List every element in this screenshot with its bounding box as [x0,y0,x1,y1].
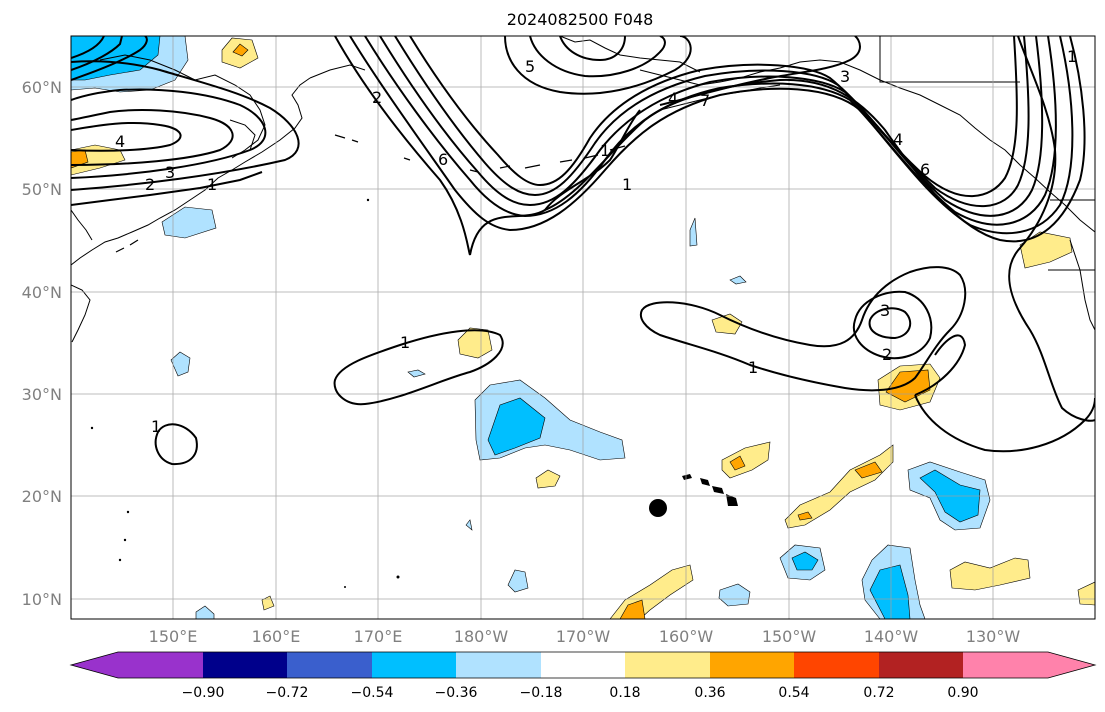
colorbar-extend-low [71,652,118,678]
contour-label: 1 [400,333,410,352]
contour-label: 1 [748,358,758,377]
contour-label: 1 [600,141,610,160]
islands [90,198,738,588]
colorbar-segment [710,652,794,678]
colorbar-tick-label: −0.36 [435,685,478,701]
colorbar-segment [372,652,456,678]
lat-tick-label: 60°N [22,78,62,97]
colorbar-segment [541,652,625,678]
contour-label: 3 [840,67,850,86]
contour-label: 3 [880,301,890,320]
colorbar-segment [625,652,710,678]
colorbar-segment [794,652,879,678]
lon-tick-label: 180°W [454,627,509,646]
contour-label: 4 [115,132,125,151]
lon-tick-label: 150°E [149,627,198,646]
lat-tick-label: 40°N [22,283,62,302]
colorbar-segment [203,652,287,678]
colorbar-segment [456,652,541,678]
contour-label: 2 [882,345,892,364]
contour-label: 6 [438,150,448,169]
colorbar-tick-label: 0.36 [694,685,725,701]
lon-tick-label: 160°W [659,627,714,646]
contour-label: 6 [920,160,930,179]
map-area: 4 3 2 1 6 5 4 1 3 2 1 6 4 1 1 3 2 1 1 7 [71,36,1095,619]
lat-tick-labels: 60°N 50°N 40°N 30°N 20°N 10°N [22,78,62,609]
colorbar-tick-label: −0.18 [520,685,563,701]
colorbar-tick-label: −0.72 [266,685,309,701]
shading-layer [71,36,1095,619]
colorbar-segment [118,652,203,678]
contour-label: 7 [700,91,710,110]
contour-label: 1 [151,417,161,436]
lat-tick-label: 10°N [22,590,62,609]
colorbar-tick-label: −0.90 [182,685,225,701]
contour-label: 1 [1067,47,1077,66]
map-title: 2024082500 F048 [506,10,654,29]
colorbar-tick-label: 0.18 [609,685,640,701]
lat-tick-label: 30°N [22,385,62,404]
contour-label: 2 [145,175,155,194]
contour-label: 1 [207,175,217,194]
lon-tick-label: 140°W [864,627,919,646]
lat-tick-label: 20°N [22,487,62,506]
colorbar-tick-label: 0.90 [947,685,978,701]
lon-tick-label: 130°W [966,627,1021,646]
colorbar-tick-label: −0.54 [351,685,394,701]
graticule [71,36,1095,619]
colorbar-segment [287,652,372,678]
lon-tick-labels: 150°E 160°E 170°E 180°W 170°W 160°W 150°… [149,627,1021,646]
lon-tick-label: 160°E [252,627,301,646]
coastlines [71,36,1095,343]
lon-tick-label: 150°W [762,627,817,646]
contour-label: 3 [165,163,175,182]
contour-label: 2 [372,88,382,107]
storm-center-dot [649,499,667,517]
colorbar: −0.90 −0.72 −0.54 −0.36 −0.18 0.18 0.36 … [69,651,1097,701]
colorbar-tick-label: 0.72 [863,685,894,701]
contour-lines [71,36,1095,466]
colorbar-extend-high [963,652,1095,678]
contour-label-layer: 4 3 2 1 6 5 4 1 3 2 1 6 4 1 1 3 2 1 1 7 [115,47,1077,436]
lon-tick-label: 170°E [354,627,403,646]
contour-label: 5 [525,57,535,76]
contour-label: 4 [668,89,678,108]
map-frame [70,35,1096,620]
contour-label: 1 [622,175,632,194]
colorbar-segment [879,652,963,678]
lat-tick-label: 50°N [22,180,62,199]
contour-label: 4 [893,130,903,149]
lon-tick-label: 170°W [556,627,611,646]
colorbar-tick-label: 0.54 [778,685,809,701]
